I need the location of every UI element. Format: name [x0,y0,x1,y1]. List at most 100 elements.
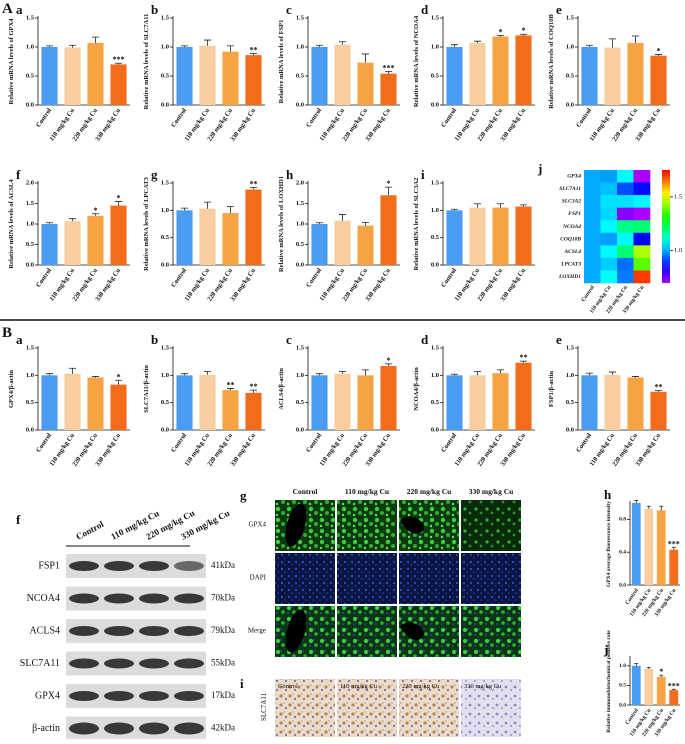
bar [245,392,262,430]
vessel [285,609,307,653]
bar [64,47,81,105]
error-bar [646,505,651,509]
row-label: GPX4 [567,174,581,180]
blot-band [174,626,204,636]
panel-label: j [603,642,608,657]
y-tick-label: 1.0 [431,43,439,50]
y-tick-label: 0.5 [619,683,626,689]
heatmap-cell [584,207,601,221]
blot-band [104,691,134,701]
significance-label: * [522,26,526,35]
y-axis-label: Relative mRNA levels of LOXHD1 [278,176,285,272]
bar [604,374,621,430]
section-label: B [2,325,12,341]
x-tick-label: 330 mg/kg Cu [229,107,257,143]
error-bar [226,388,235,391]
panel-label: g [151,167,158,182]
error-bar [361,221,370,226]
y-tick-label: 0.5 [161,399,170,406]
bar [492,207,509,265]
bar [446,210,463,265]
panel-label: a [16,2,23,17]
bar [41,47,58,105]
error-bar [473,40,482,43]
blot-band [69,722,99,735]
error-bar [519,360,528,363]
bar [469,42,486,105]
x-tick-label: Control [305,432,323,454]
heatmap-cell [600,170,618,183]
panel-label: c [286,2,292,17]
y-tick-label: 0.5 [296,72,305,79]
bar [515,206,532,265]
error-bar [338,214,347,221]
blot-band [69,593,99,604]
heatmap-cell [600,207,618,221]
bar [222,51,239,105]
vessel [400,516,424,534]
protein-label: GPX4 [35,690,60,701]
significance-label: ** [520,353,528,362]
blot-band [104,658,134,669]
y-axis-label: FSP1/β-actin [548,371,555,407]
x-tick-label: 330 mg/kg Cu [499,107,527,143]
x-tick-label: Control [305,107,323,129]
bar [644,668,654,705]
blot-band [104,626,134,636]
bar [581,375,598,430]
y-tick-label: 0.5 [26,241,35,248]
panel-label: e [556,332,562,347]
y-axis-label: SLC7A11/β-actin [143,365,150,413]
micrograph [337,500,397,551]
error-bar [203,371,212,375]
x-tick-label: Control [35,432,53,454]
bar [199,45,216,105]
error-bar [631,35,640,43]
significance-label: * [117,193,121,202]
y-tick-label: 0.0 [296,426,304,433]
y-tick-label: 0.5 [161,234,170,241]
heatmap-cell [633,207,651,221]
bar [446,47,463,105]
error-bar [68,218,77,222]
panel-label: f [16,167,21,182]
y-tick-label: 1.0 [26,220,34,227]
bar [604,47,621,105]
error-bar [659,505,664,511]
heatmap-cell [584,182,601,196]
heatmap-cell [617,245,634,259]
micrograph [275,553,335,604]
y-tick-label: 1.0 [431,372,439,379]
significance-label: ** [250,179,258,188]
micrograph [399,553,459,604]
bar [469,375,486,430]
bar [446,375,463,430]
heatmap-cell [617,257,634,271]
micrograph [275,679,335,737]
x-tick-label: 330 mg/kg Cu [634,432,662,468]
y-tick-label: 0.5 [431,399,440,406]
y-axis-label: Relative mRNA levels of NCOA4 [413,15,420,107]
error-bar [659,674,664,677]
blot-band [104,561,134,571]
bar [245,189,262,265]
bar [64,373,81,430]
y-axis-label: Relative immunohistochemical positive ra… [606,630,612,733]
error-bar [496,203,505,208]
size-label: 17kDa [211,690,235,700]
y-axis-label: Relative mRNA levels of LPCAT3 [143,176,150,271]
bar [380,195,397,265]
x-tick-label: Control [575,432,593,454]
protein-label: ACLS4 [29,625,60,636]
blot-band [139,691,169,701]
error-bar [180,207,189,211]
heatmap-cell [600,270,618,284]
micrograph [337,553,397,604]
y-tick-label: 0.0 [26,261,34,268]
bar [176,47,193,105]
heatmap-cell [600,232,618,246]
significance-label: ** [250,382,258,391]
x-tick-label: 330 mg/kg Cu [364,267,392,303]
error-bar [203,39,212,46]
blot-band [174,561,204,571]
